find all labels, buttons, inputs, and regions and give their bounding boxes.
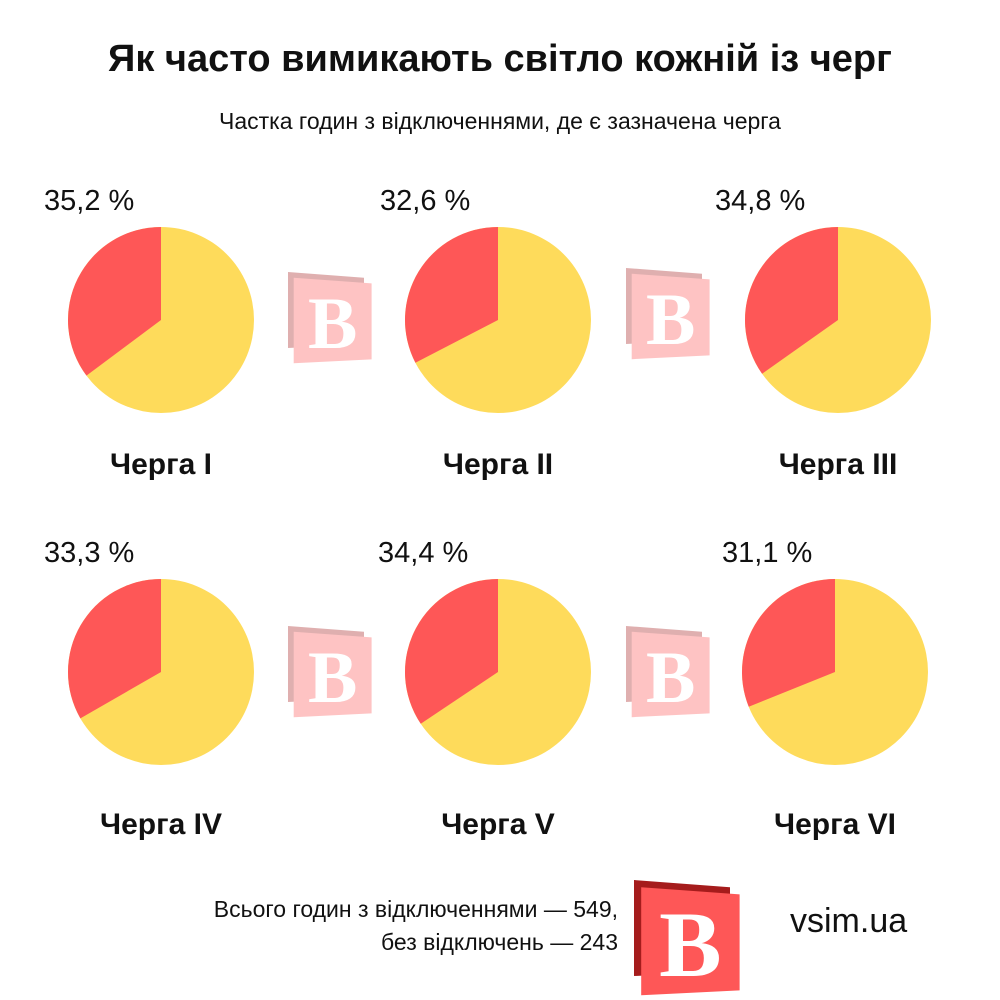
pie-slice-outage [742, 579, 835, 707]
pie-slice-outage [67, 227, 161, 376]
pie-value-label: 31,1 % [722, 537, 813, 569]
chart-subtitle: Частка годин з відключеннями, де є зазна… [219, 108, 781, 134]
footer-note: Всього годин з відключеннями — 549, без … [214, 893, 618, 959]
vsim-logo-icon: В [626, 626, 710, 719]
pie-slice-outage [405, 579, 498, 724]
svg-text:В: В [659, 894, 721, 997]
pie-title: Черга I [110, 448, 212, 481]
pie-title: Черга V [441, 808, 555, 841]
svg-text:В: В [646, 637, 695, 719]
pie-title: Черга II [442, 448, 554, 481]
vsim-logo-icon: В [634, 880, 740, 997]
vsim-logo-icon: В [288, 626, 372, 719]
pie-title: Черга III [778, 448, 898, 481]
pie-slice-outage [67, 579, 161, 719]
pie-value-label: 34,8 % [715, 185, 806, 217]
svg-text:В: В [308, 283, 357, 365]
pie-slice-outage [744, 227, 838, 374]
vsim-logo-icon: В [288, 272, 372, 365]
pie-value-label: 33,3 % [44, 537, 135, 569]
footer-line-1: Всього годин з відключеннями — 549, [213, 896, 618, 922]
site-name: vsim.ua [790, 902, 908, 940]
pie-title: Черга IV [100, 808, 222, 841]
vsim-logo-icon: В [626, 268, 710, 361]
svg-text:В: В [308, 637, 357, 719]
footer-line-2: без відключень — 243 [381, 929, 618, 955]
pie-title: Черга VI [774, 808, 896, 841]
pie-value-label: 34,4 % [378, 537, 469, 569]
pie-value-label: 32,6 % [380, 185, 471, 217]
pie-slice-outage [404, 227, 498, 363]
chart-title: Як часто вимикають світло кожній із черг [108, 38, 892, 80]
pie-value-label: 35,2 % [44, 185, 135, 217]
svg-text:В: В [646, 279, 695, 361]
